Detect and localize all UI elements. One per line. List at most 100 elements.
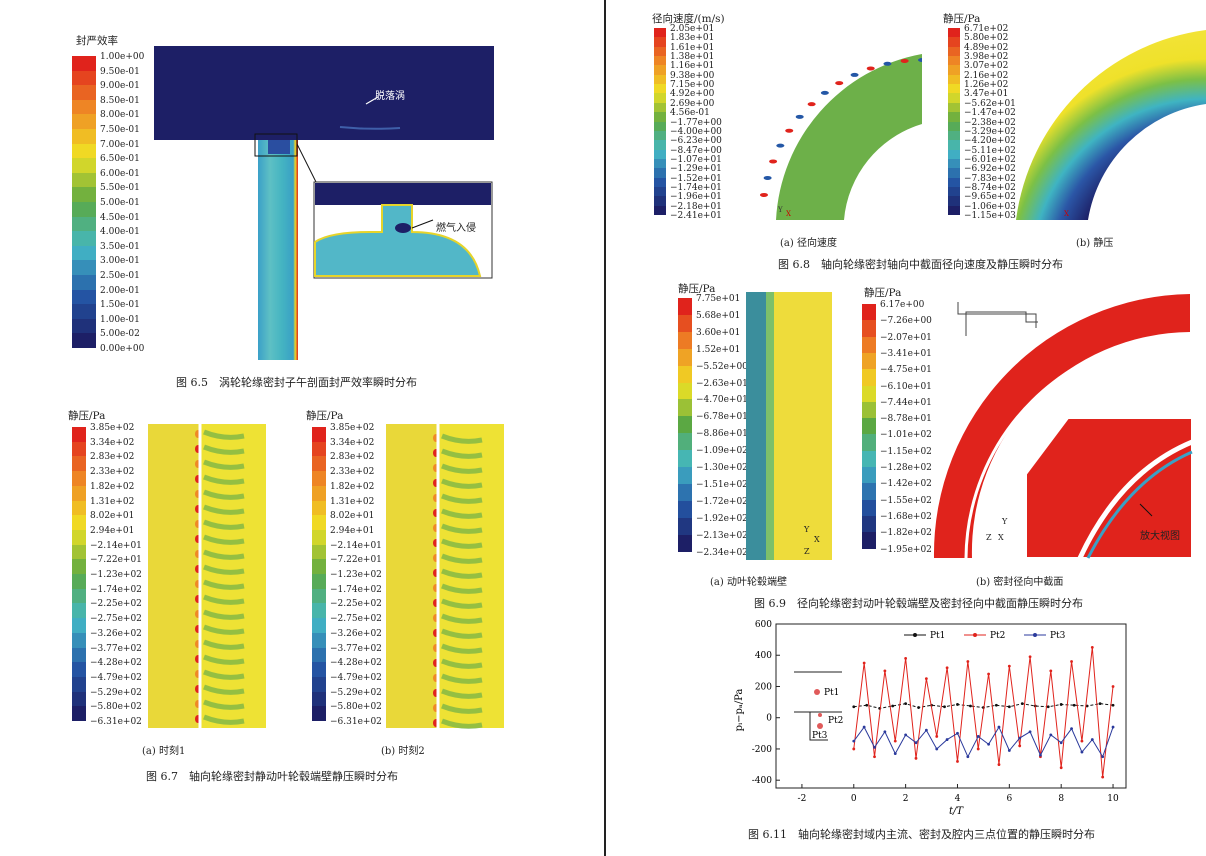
colorbar-segment	[654, 102, 666, 113]
fig69-zoom-label: 放大视图	[1140, 531, 1180, 542]
colorbar-label: −5.62e+01	[964, 98, 1016, 109]
fig611-point-pt1	[1098, 702, 1102, 706]
fig611-point-pt2	[935, 735, 939, 738]
fig611-point-pt3	[873, 745, 876, 749]
fig611-point-pt2	[873, 755, 876, 759]
colorbar-label: −5.29e+02	[330, 687, 382, 698]
colorbar-label: −5.52e+00	[696, 361, 748, 372]
colorbar-segment	[678, 450, 692, 468]
colorbar-label: 1.16e+01	[670, 61, 715, 72]
colorbar-segment	[72, 172, 96, 188]
colorbar-segment	[862, 401, 876, 419]
colorbar-segment	[312, 456, 326, 472]
colorbar-segment	[72, 618, 86, 634]
colorbar-label: −1.72e+02	[696, 496, 748, 507]
colorbar-label: 2.05e+01	[670, 24, 715, 34]
colorbar-segment	[72, 245, 96, 261]
fig611-point-pt2	[966, 660, 970, 663]
colorbar-segment	[72, 632, 86, 648]
colorbar-label: 1.31e+02	[330, 496, 375, 507]
colorbar-label: 2.33e+02	[330, 467, 375, 478]
fig69a-transition-band	[766, 292, 774, 560]
colorbar-label: −2.25e+02	[330, 599, 382, 610]
colorbar-label: −4.75e+01	[880, 365, 932, 376]
colorbar-segment	[948, 149, 960, 160]
colorbar-label: 7.00e-01	[100, 139, 140, 150]
colorbar-label: −2.75e+02	[90, 614, 142, 625]
fig67-wake-mark	[441, 658, 483, 669]
colorbar-segment	[312, 618, 326, 634]
fig611-point-pt3	[852, 739, 856, 743]
colorbar-label: −1.07e+01	[670, 154, 722, 165]
colorbar-label: −1.74e+02	[330, 584, 382, 595]
fig67-wake-mark	[203, 684, 245, 695]
colorbar-label: −3.29e+02	[964, 126, 1016, 137]
colorbar-label: −1.55e+02	[880, 495, 932, 506]
fig69a-axis-z: Z	[804, 547, 810, 556]
fig611-point-pt1	[1007, 705, 1011, 709]
colorbar-segment	[312, 427, 326, 443]
colorbar-segment	[72, 647, 86, 663]
fig68a-streak	[795, 114, 804, 119]
colorbar-label: −1.77e+00	[670, 117, 722, 128]
fig611-caption: 图 6.11 轴向轮缘密封域内主流、密封及腔内三点位置的静压瞬时分布	[748, 828, 1095, 841]
colorbar-label: 7.75e+01	[696, 294, 741, 304]
colorbar-segment	[72, 216, 96, 232]
fig611-legend-marker	[1033, 633, 1037, 637]
fig69-colorbar-title-b: 静压/Pa	[864, 287, 902, 299]
colorbar-segment	[72, 676, 86, 693]
colorbar-segment	[948, 140, 960, 151]
fig67-wake-mark	[203, 714, 245, 725]
colorbar-segment	[72, 471, 86, 487]
fig67-wake-mark	[441, 583, 483, 594]
colorbar-segment	[862, 532, 876, 549]
fig68a-streak	[807, 102, 816, 107]
colorbar-segment	[654, 37, 666, 48]
fig67b-stator-region	[386, 424, 438, 728]
fig68-caption: 图 6.8 轴向轮缘密封轴向中截面径向速度及静压瞬时分布	[778, 258, 1063, 271]
fig68a-ring	[776, 54, 922, 220]
fig611-point-pt1	[1046, 705, 1050, 709]
colorbar-label: −1.01e+02	[880, 430, 932, 441]
fig69b-zoom-inset	[1025, 417, 1193, 559]
colorbar-segment	[948, 74, 960, 85]
colorbar-label: −2.75e+02	[330, 614, 382, 625]
fig611-point-pt1	[969, 704, 972, 708]
fig611-point-pt1	[891, 704, 895, 708]
fig67-wake-mark	[203, 699, 245, 710]
colorbar-label: −6.31e+02	[90, 717, 142, 727]
colorbar-label: −1.68e+02	[880, 511, 932, 522]
colorbar-label: −1.06e+03	[964, 201, 1016, 212]
colorbar-segment	[948, 130, 960, 141]
fig67-wake-mark	[441, 673, 483, 684]
fig67-sub-a: (a) 时刻1	[142, 746, 186, 757]
colorbar-label: 3.34e+02	[90, 437, 135, 448]
colorbar-label: 3.07e+02	[964, 61, 1009, 72]
fig67-wake-mark	[203, 564, 245, 575]
fig611-ticks: -2 0 2 4 6 8 10 -400 -200 0 200 400 600	[752, 620, 1119, 804]
fig611-point-pt1	[956, 703, 959, 706]
colorbar-label: 4.56e-01	[670, 108, 710, 119]
fig68a-streak	[820, 90, 829, 95]
fig68-colorbar-title-b: 静压/Pa	[943, 13, 981, 25]
colorbar-label: 3.85e+02	[90, 423, 135, 433]
fig69-colorbar-title-a: 静压/Pa	[678, 283, 716, 295]
fig69a-axis-x: X	[814, 535, 820, 544]
colorbar-segment	[862, 515, 876, 533]
fig611-point-pt1	[943, 705, 946, 709]
fig611-point-pt3	[1049, 733, 1053, 737]
colorbar-label: −5.11e+02	[964, 145, 1016, 156]
colorbar-label: 2.94e+01	[330, 525, 375, 536]
colorbar-segment	[654, 205, 666, 216]
fig611-series-pt2	[853, 647, 1114, 778]
fig611-point-pt1	[1111, 703, 1115, 707]
colorbar-segment	[72, 603, 86, 619]
fig611-point-pt2	[883, 669, 887, 673]
fig611-point-pt3	[1090, 738, 1094, 741]
colorbar-segment	[948, 112, 960, 122]
colorbar-segment	[862, 434, 876, 452]
colorbar-segment	[654, 130, 666, 141]
fig611-point-pt3	[862, 725, 866, 729]
fig68a-streak	[785, 128, 794, 133]
colorbar-label: −1.52e+01	[670, 173, 722, 184]
